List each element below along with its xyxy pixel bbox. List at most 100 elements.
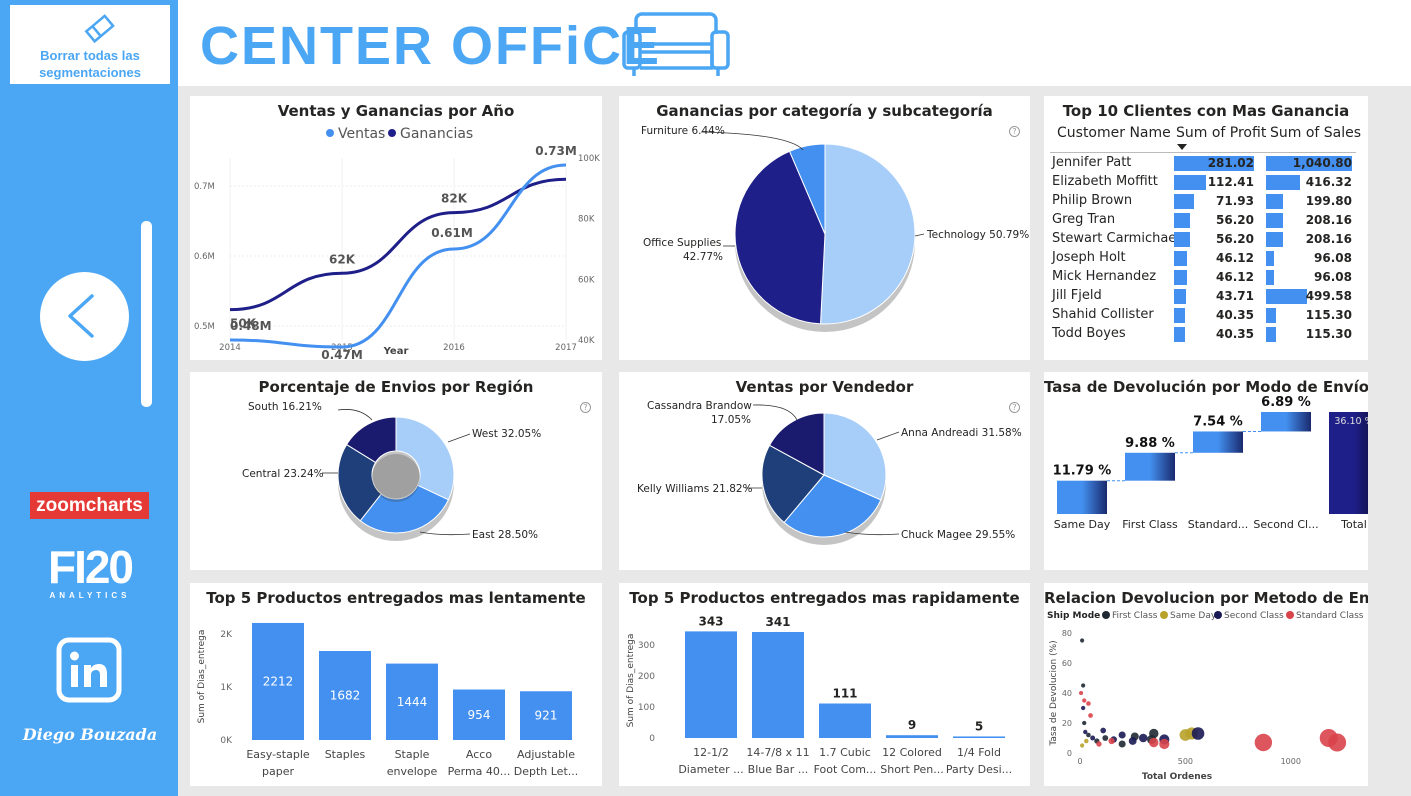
customer-name: Elizabeth Moffitt xyxy=(1052,174,1158,189)
pie-slice xyxy=(337,443,382,522)
pie-chart: Furniture 6.44% Office Supplies 42.77% Tech… xyxy=(641,125,1029,332)
scatter-point xyxy=(1108,737,1115,745)
sort-desc-icon[interactable] xyxy=(1177,144,1187,150)
rapidos-card[interactable]: Top 5 Productos entregados mas rapidamen… xyxy=(619,583,1030,786)
x-tick: 1000 xyxy=(1281,757,1301,766)
x-axis-label: Total Ordenes xyxy=(1142,772,1212,782)
clientes-card[interactable]: Top 10 Clientes con Mas Ganancia Custome… xyxy=(1044,96,1368,360)
card-title: Ventas por Vendedor xyxy=(735,378,914,396)
pie-slice xyxy=(345,416,397,464)
eraser-icon xyxy=(84,14,115,44)
table-row[interactable]: Philip Brown 71.93 199.80 xyxy=(1050,192,1356,211)
ventas-ganancias-card[interactable]: Ventas y Ganancias por Año Ventas Gananci… xyxy=(190,96,602,360)
leader-line xyxy=(914,233,925,237)
scatter-point xyxy=(1254,733,1273,752)
y-tick: 1K xyxy=(220,683,233,693)
customer-name: Jennifer Patt xyxy=(1052,155,1132,170)
vendedor-card[interactable]: Ventas por Vendedor ? Cassandra Brandow 1… xyxy=(619,372,1030,570)
relacion-card[interactable]: Relacion Devolucion por Metodo de Envío … xyxy=(1044,583,1368,786)
slice-label: Office Supplies xyxy=(643,237,721,249)
scatter-point xyxy=(1128,737,1137,745)
linkedin-icon[interactable] xyxy=(56,637,122,703)
table-row[interactable]: Joseph Holt 46.12 96.08 xyxy=(1050,249,1356,268)
region-card[interactable]: Porcentaje de Envios por Región ? South … xyxy=(190,372,602,570)
pie-chart: Cassandra Brandow 17.05% Anna Andreadi 31.… xyxy=(637,400,1022,545)
y-axis-label: Sum of Dias_entrega xyxy=(197,630,207,724)
scatter-point xyxy=(1118,731,1126,739)
y-tick: 0 xyxy=(649,734,655,744)
col-header-customer[interactable]: Customer Name xyxy=(1057,125,1171,141)
categoria-card[interactable]: Ganancias por categoría y subcategoría ?… xyxy=(619,96,1030,360)
col-header-profit[interactable]: Sum of Profit xyxy=(1176,125,1267,141)
x-tick: 14-7/8 x 11 xyxy=(746,746,809,759)
back-button[interactable] xyxy=(40,272,129,361)
bar xyxy=(819,703,871,738)
zoomcharts-logo: zoomcharts xyxy=(30,492,149,519)
help-icon[interactable]: ? xyxy=(580,402,591,413)
scatter-point xyxy=(1081,683,1086,688)
profit-bar xyxy=(1174,270,1188,285)
data-label: 7.54 % xyxy=(1193,414,1243,429)
sidebar: Borrar todas las segmentaciones zoomchar… xyxy=(0,0,178,796)
pie-slice xyxy=(823,412,887,501)
devolucion-card[interactable]: Tasa de Devolución por Modo de Envío ? 1… xyxy=(1044,372,1368,570)
scatter-point xyxy=(1328,733,1347,752)
help-icon[interactable]: ? xyxy=(1009,126,1020,137)
pie-slice xyxy=(761,444,825,524)
fi20-logo: FI20 ANALYTICS xyxy=(36,543,144,600)
bar-chart: Sum of Dias_entrega 0 100 200 300 343 12-1/2 Di… xyxy=(626,614,1012,776)
scatter-point xyxy=(1191,727,1205,740)
scatter-point xyxy=(1102,735,1109,741)
fi20-logo-subtext: ANALYTICS xyxy=(49,591,131,600)
scatter-point xyxy=(1084,738,1089,744)
y-tick-right: 100K xyxy=(578,154,600,164)
table-row[interactable]: Elizabeth Moffitt 112.41 416.32 xyxy=(1050,173,1356,192)
slice-label: West 32.05% xyxy=(472,428,541,440)
legend-item: Second Class xyxy=(1224,611,1284,621)
table-row[interactable]: Stewart Carmichael 56.20 208.16 xyxy=(1050,230,1356,249)
scrollbar[interactable] xyxy=(141,221,152,407)
data-label: 9.88 % xyxy=(1125,436,1175,451)
table-row[interactable]: Shahid Collister 40.35 115.30 xyxy=(1050,306,1356,325)
x-tick: Second Cl... xyxy=(1253,518,1318,531)
legend-dot xyxy=(1102,611,1110,619)
table-row[interactable]: Mick Hernandez 46.12 96.08 xyxy=(1050,268,1356,287)
lentos-card[interactable]: Top 5 Productos entregados mas lentament… xyxy=(190,583,602,786)
legend-item: Same Day xyxy=(1170,611,1217,621)
slice-label: 17.05% xyxy=(711,414,751,426)
table-row[interactable]: Jill Fjeld 43.71 499.58 xyxy=(1050,287,1356,306)
profit-value: 40.35 xyxy=(1216,308,1254,322)
slice-label: Furniture 6.44% xyxy=(641,125,725,137)
table-row[interactable]: Todd Boyes 40.35 115.30 xyxy=(1050,325,1356,344)
x-tick: Perma 40... xyxy=(448,765,511,778)
waterfall-bar xyxy=(1193,431,1243,453)
col-header-sales[interactable]: Sum of Sales xyxy=(1270,125,1362,141)
x-tick: Total xyxy=(1340,518,1367,531)
dashboard-grid: Ventas y Ganancias por Año Ventas Gananci… xyxy=(178,86,1411,796)
table-row[interactable]: Greg Tran 56.20 208.16 xyxy=(1050,211,1356,230)
header-divider xyxy=(1050,152,1356,153)
x-tick: 500 xyxy=(1178,757,1193,766)
clear-slicers-button[interactable]: Borrar todas las segmentaciones xyxy=(10,5,170,84)
legend-ventas: Ventas xyxy=(338,126,385,142)
data-label: 11.79 % xyxy=(1053,464,1112,479)
legend-dot-ventas xyxy=(326,129,334,137)
x-tick: Standard... xyxy=(1188,518,1249,531)
x-tick: Staples xyxy=(325,748,366,761)
slice-label: Technology 50.79% xyxy=(926,229,1029,241)
profit-bar xyxy=(1174,232,1190,247)
table-row[interactable]: Jennifer Patt 281.02 1,040.80 xyxy=(1050,154,1356,173)
help-icon[interactable]: ? xyxy=(1009,402,1020,413)
y-tick: 80 xyxy=(1062,629,1072,638)
sales-value: 499.58 xyxy=(1305,289,1352,303)
scatter-point xyxy=(1080,743,1085,748)
profit-value: 46.12 xyxy=(1216,270,1254,284)
x-tick: Blue Bar ... xyxy=(748,763,809,776)
data-label: 954 xyxy=(468,708,491,722)
x-tick: Same Day xyxy=(1054,518,1111,531)
page-title: CENTER OFFiCE xyxy=(200,16,662,76)
profit-bar xyxy=(1174,175,1206,190)
leader-line xyxy=(419,531,471,536)
x-tick: 12 Colored xyxy=(882,746,942,759)
profit-value: 56.20 xyxy=(1216,232,1254,246)
